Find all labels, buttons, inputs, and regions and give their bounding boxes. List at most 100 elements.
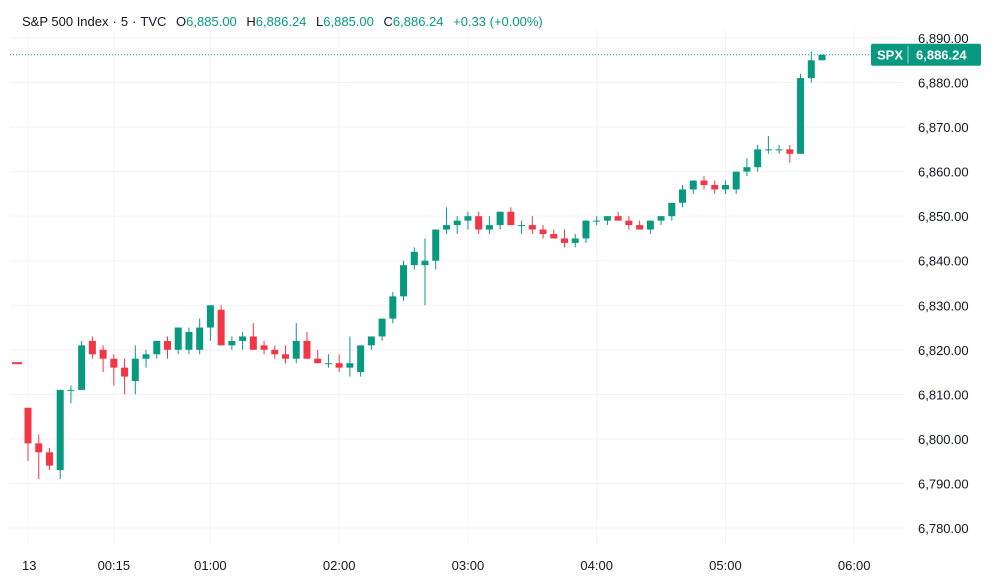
price-tick-label: 6,870.00 [918, 120, 969, 135]
candle-body [346, 363, 354, 368]
candle-body [711, 185, 719, 190]
price-tick-label: 6,890.00 [918, 31, 969, 46]
candle-body [163, 340, 171, 350]
candle-body [571, 238, 579, 243]
high-label: H [246, 14, 256, 29]
candle-body [131, 358, 139, 381]
candle-body [314, 358, 322, 364]
candle-body [603, 216, 611, 221]
candle-body [249, 336, 257, 350]
candle-body [335, 363, 343, 368]
last-price-badge: SPX 6,886.24 [10, 43, 981, 66]
price-tick-label: 6,820.00 [918, 343, 969, 358]
price-tick-label: 6,880.00 [918, 76, 969, 91]
candle-body [818, 54, 826, 61]
open-label: O [176, 14, 187, 29]
candle-body [45, 452, 53, 466]
candle-body [357, 345, 365, 373]
candle-body [78, 345, 86, 390]
interval-label[interactable]: 5 [120, 14, 129, 29]
high-value: 6,886.24 [255, 14, 307, 29]
candle-body [282, 354, 290, 359]
candle-body [689, 180, 697, 190]
candle-body [324, 363, 332, 365]
candle-body [110, 358, 118, 368]
candle-body [807, 60, 815, 79]
candle-body [775, 149, 783, 151]
candle-body [518, 225, 526, 227]
candle-body [185, 332, 193, 350]
candle-body [646, 220, 654, 230]
candle-body [743, 167, 751, 172]
candle-body [561, 238, 568, 243]
price-tick-label: 6,830.00 [918, 298, 969, 313]
candle-body [464, 216, 472, 221]
candle-body [679, 189, 687, 203]
time-tick-label: 02:00 [323, 558, 356, 573]
candle-body [539, 229, 547, 234]
candle-body [614, 216, 622, 221]
low-label: L [316, 14, 324, 29]
time-tick-label: 05:00 [709, 558, 742, 573]
candle-body [228, 340, 236, 346]
candle-body [421, 260, 429, 266]
time-tick-label: 03:00 [452, 558, 485, 573]
time-tick-label: 04:00 [580, 558, 613, 573]
candles-layer [12, 51, 826, 479]
candle-body [174, 327, 182, 350]
candle-body [153, 340, 161, 355]
chart-legend: S&P 500 Index · 5 · TVC O6,885.00 H6,886.24 … [22, 14, 543, 29]
price-tick-label: 6,780.00 [918, 521, 969, 536]
time-tick-label: 01:00 [194, 558, 227, 573]
price-tick-label: 6,850.00 [918, 209, 969, 224]
candle-body [657, 216, 665, 221]
candle-body [303, 340, 311, 359]
time-axis[interactable]: 13 00:15 01:00 02:00 03:00 04:00 05:00 06:00 [22, 558, 870, 573]
candle-body [700, 180, 708, 185]
candle-body [528, 225, 536, 230]
time-tick-label: 06:00 [838, 558, 871, 573]
candle-body [732, 171, 740, 190]
candle-body [432, 229, 440, 261]
price-tick-label: 6,790.00 [918, 476, 969, 491]
candle-body [206, 305, 214, 328]
candle-body [625, 220, 633, 226]
candle-body [88, 340, 96, 355]
candle-body [593, 220, 601, 222]
price-tick-label: 6,860.00 [918, 165, 969, 180]
candle-body [67, 389, 75, 391]
badge-ticker: SPX [877, 48, 903, 63]
candle-body [260, 345, 268, 350]
candle-body [507, 211, 515, 226]
candle-body [239, 336, 247, 341]
candle-body [764, 149, 772, 151]
candle-body [453, 220, 461, 226]
candle-body [389, 296, 397, 319]
price-tick-label: 6,800.00 [918, 432, 969, 447]
candle-body [582, 220, 590, 239]
candle-body [496, 211, 504, 226]
candle-body [475, 216, 483, 230]
candle-body [24, 407, 32, 444]
price-axis[interactable]: 6,780.00 6,790.00 6,800.00 6,810.00 6,820.00… [918, 31, 969, 536]
grid-lines [10, 30, 905, 545]
candle-body [786, 149, 794, 154]
candle-body [550, 234, 558, 239]
candle-body [121, 367, 129, 377]
time-tick-label: 00:15 [98, 558, 131, 573]
candle-body [367, 336, 375, 346]
candle-body [442, 225, 450, 230]
low-value: 6,885.00 [323, 14, 374, 29]
symbol-name[interactable]: S&P 500 Index [22, 14, 109, 29]
candle-body [217, 309, 225, 346]
candle-body [142, 354, 150, 359]
candle-body [721, 185, 729, 190]
candle-body [35, 443, 43, 453]
candle-body [292, 340, 300, 359]
candle-body [56, 389, 64, 471]
price-tick-label: 6,840.00 [918, 254, 969, 269]
candle-body [99, 349, 107, 359]
open-value: 6,885.00 [186, 14, 237, 29]
price-badge-bg [871, 43, 981, 66]
